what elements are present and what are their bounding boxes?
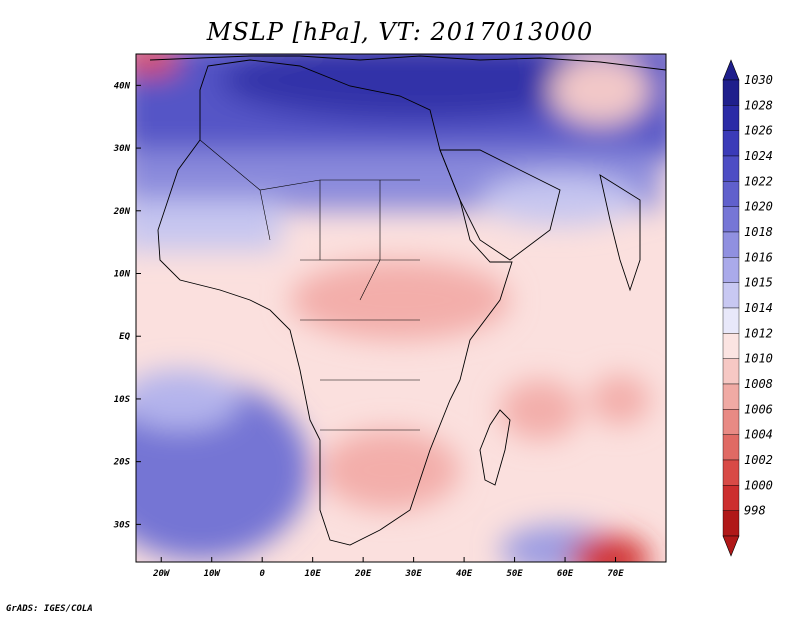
lon-tick-label: 0 [259, 569, 265, 579]
colorbar-label: 1014 [744, 301, 773, 315]
colorbar-swatch [722, 206, 740, 233]
colorbar-label: 1002 [744, 453, 773, 467]
colorbar-swatch [722, 383, 740, 410]
colorbar-label: 1004 [744, 428, 773, 442]
credit-label: GrADS: IGES/COLA [6, 604, 93, 614]
colorbar-label: 1018 [744, 225, 773, 239]
lat-tick-label: 20S [113, 458, 131, 468]
colorbar: 1030 1028 1026 1024 1022 1020 1018 1016 1015 1014… [722, 59, 773, 557]
colorbar-top-arrow [722, 59, 740, 81]
colorbar-swatch [722, 409, 740, 435]
lat-tick-label: 30N [113, 144, 131, 154]
lon-tick-label: 10E [305, 569, 322, 579]
colorbar-swatch [722, 231, 740, 258]
lat-tick-label: 10S [114, 395, 131, 405]
colorbar-label: 1000 [744, 478, 773, 492]
colorbar-swatch [722, 181, 740, 207]
colorbar-label: 998 [744, 504, 766, 518]
axis-ticks: 20W 10W 0 10E 20E 30E 40E 50E 60E 70E 40N 30N 20N 10N… [113, 81, 624, 579]
lon-tick-label: 10W [204, 569, 222, 579]
pressure-field [136, 54, 666, 562]
colorbar-swatch [722, 155, 740, 182]
lon-tick-label: 50E [506, 569, 523, 579]
colorbar-swatch [722, 105, 740, 131]
colorbar-label: 1008 [744, 377, 773, 391]
lat-tick-label: 40N [114, 81, 131, 91]
lon-tick-label: 30E [404, 569, 422, 579]
map-title: MSLP [hPa], VT: 2017013000 [206, 18, 594, 46]
colorbar-label: 1006 [744, 402, 773, 416]
colorbar-label: 1012 [744, 326, 773, 340]
lat-tick-label: 20N [113, 207, 131, 217]
colorbar-swatch [722, 485, 740, 511]
country-borders [199, 139, 420, 431]
colorbar-label: 1024 [744, 149, 773, 163]
lon-tick-label: 60E [557, 569, 574, 579]
lon-tick-label: 20W [152, 569, 171, 579]
colorbar-swatch [722, 358, 740, 385]
lat-tick-label: 10N [114, 270, 131, 280]
coastlines [149, 55, 666, 546]
colorbar-bottom-arrow [722, 535, 740, 557]
india-outline [599, 174, 641, 292]
colorbar-swatch [722, 282, 740, 309]
lat-tick-label: 30S [113, 520, 131, 530]
colorbar-label: 1022 [744, 174, 773, 188]
colorbar-swatch [722, 79, 740, 106]
colorbar-swatch [722, 510, 740, 537]
colorbar-swatch [722, 307, 740, 334]
colorbar-label: 1020 [744, 200, 773, 214]
lon-tick-label: 20E [354, 569, 372, 579]
colorbar-label: 1026 [744, 124, 773, 138]
colorbar-label: 1030 [744, 73, 773, 87]
lon-tick-label: 70E [607, 569, 624, 579]
colorbar-swatch [722, 333, 740, 359]
colorbar-label: 1016 [744, 250, 773, 264]
colorbar-label: 1028 [744, 98, 773, 112]
lon-tick-label: 40E [456, 569, 473, 579]
europe-outline [149, 55, 666, 71]
lat-tick-label: EQ [119, 332, 130, 342]
plot-frame [135, 53, 667, 563]
colorbar-label: 1015 [744, 276, 773, 290]
madagascar-outline [479, 409, 511, 486]
arabia-outline [439, 149, 561, 261]
colorbar-swatch [722, 434, 740, 461]
colorbar-swatch [722, 130, 740, 157]
colorbar-swatch [722, 257, 740, 283]
colorbar-label: 1010 [744, 352, 773, 366]
colorbar-swatch [722, 459, 740, 486]
